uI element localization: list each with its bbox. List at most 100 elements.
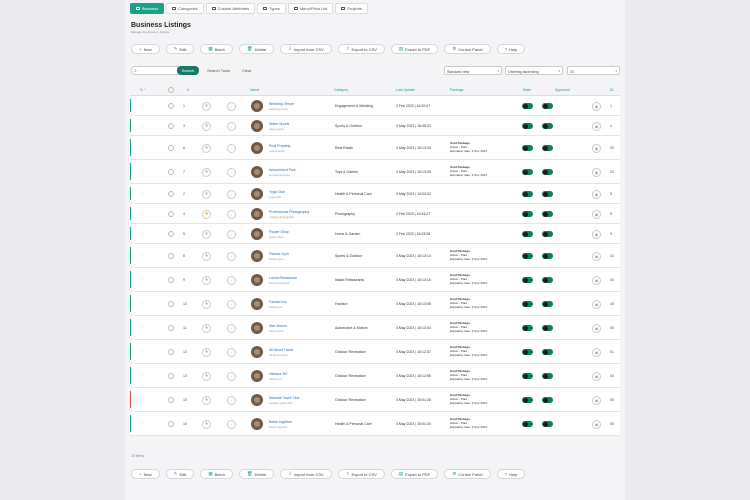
preview-eye-icon[interactable]: ◉ [592,419,601,429]
approved-header[interactable]: Approved [555,88,570,92]
approved-toggle[interactable] [542,191,553,197]
category-header[interactable]: Category [334,88,349,92]
drag-handle-icon[interactable]: ⋮ [140,145,144,150]
preview-eye-icon[interactable]: ◉ [592,209,601,219]
state-header[interactable]: State [523,88,532,92]
approve-check-icon[interactable]: ✓ [227,143,236,153]
approved-toggle[interactable] [542,277,553,283]
listing-name[interactable]: Real Property [269,144,291,148]
state-toggle[interactable] [522,301,533,307]
favorite-star-icon[interactable]: ★ [202,101,211,111]
favorite-star-icon[interactable]: ★ [202,251,211,261]
listing-name[interactable]: Wedding Venue [269,102,294,106]
table-row[interactable]: ⋮ 6 ★ ✓ Real Property real-property Real Estat… [130,136,620,160]
approve-check-icon[interactable]: ✓ [227,275,236,285]
state-toggle[interactable] [522,397,533,403]
export-to-csv-button[interactable]: ⇧ Export to CSV [337,469,385,479]
table-row[interactable]: ⋮ 12 ★ ✓ All About Travel all-about-travel Out… [130,340,620,364]
table-row[interactable]: ⋮ 2 ★ ✓ Yoga Club yoga-club Health & Personal … [130,184,620,204]
sort-icon[interactable]: ⇅ ^ [140,88,146,92]
favorite-star-icon[interactable]: ★ [202,121,211,131]
drag-handle-icon[interactable]: ⋮ [140,301,144,306]
favorite-star-icon[interactable]: ★ [202,371,211,381]
favorite-star-icon[interactable]: ★ [202,347,211,357]
table-row[interactable]: ⋮ 8 ★ ✓ Fitness Gym fitness-gym Sports & Outdo… [130,244,620,268]
limit-select[interactable]: 20 ▾ [567,66,620,75]
approve-check-icon[interactable]: ✓ [227,121,236,131]
state-toggle[interactable] [522,145,533,151]
edit-button[interactable]: ✎ Edit [165,469,195,479]
tab-business[interactable]: Business [130,3,165,14]
row-checkbox[interactable] [168,191,174,197]
view-select[interactable]: Standard view ▾ [444,66,502,75]
drag-handle-icon[interactable]: ⋮ [140,103,144,108]
ordering-select[interactable]: Ordering ascending ▾ [505,66,563,75]
drag-handle-icon[interactable]: ⋮ [140,231,144,236]
favorite-star-icon[interactable]: ★ [202,189,211,199]
approve-check-icon[interactable]: ✓ [227,419,236,429]
import-from-csv-button[interactable]: ⇩ Import from CSV [280,469,332,479]
favorite-star-icon[interactable]: ★ [202,395,211,405]
preview-eye-icon[interactable]: ◉ [592,299,601,309]
listing-name[interactable]: Harbour RV [269,372,288,376]
approve-check-icon[interactable]: ✓ [227,189,236,199]
row-checkbox[interactable] [168,123,174,129]
preview-eye-icon[interactable]: ◉ [592,121,601,131]
preview-eye-icon[interactable]: ◉ [592,275,601,285]
tab-types[interactable]: Types [257,3,286,14]
approved-toggle[interactable] [542,301,553,307]
new-button[interactable]: + New [131,469,160,479]
drag-handle-icon[interactable]: ⋮ [140,325,144,330]
table-row[interactable]: ⋮ 5 ★ ✓ Flower Shop flower-shop Home & Garden 2… [130,224,620,244]
state-toggle[interactable] [522,123,533,129]
control-panel-button[interactable]: ⚙ Control Panel [444,469,491,479]
state-toggle[interactable] [522,421,533,427]
approved-toggle[interactable] [542,253,553,259]
clear-link[interactable]: Clear [242,68,252,73]
preview-eye-icon[interactable]: ◉ [592,167,601,177]
approve-check-icon[interactable]: ✓ [227,323,236,333]
state-toggle[interactable] [522,169,533,175]
help-button[interactable]: ? Help [496,469,526,479]
approve-check-icon[interactable]: ✓ [227,347,236,357]
tab-custom-attributes[interactable]: Custom Attributes [205,3,256,14]
drag-handle-icon[interactable]: ⋮ [140,349,144,354]
table-row[interactable]: ⋮ 16 ★ ✓ Better together better-together Healt… [130,412,620,436]
drag-handle-icon[interactable]: ⋮ [140,421,144,426]
listing-name[interactable]: Better together [269,420,293,424]
drag-handle-icon[interactable]: ⋮ [140,191,144,196]
state-toggle[interactable] [522,349,533,355]
approved-toggle[interactable] [542,145,553,151]
favorite-star-icon[interactable]: ★ [202,299,211,309]
row-checkbox[interactable] [168,421,174,427]
export-to-pdf-button[interactable]: ▤ Export to PDF [390,469,439,479]
approved-toggle[interactable] [542,103,553,109]
drag-handle-icon[interactable]: ⋮ [140,397,144,402]
drag-handle-icon[interactable]: ⋮ [140,373,144,378]
delete-button[interactable]: 🗑 Delete [238,44,275,54]
search-tools-link[interactable]: Search Tools [207,68,231,73]
listing-name[interactable]: All About Travel [269,348,294,352]
state-toggle[interactable] [522,231,533,237]
tab-menu-price-list[interactable]: Menu/Price List [287,3,334,14]
select-all-checkbox[interactable] [168,87,174,93]
favorite-star-icon[interactable]: ★ [202,229,211,239]
state-toggle[interactable] [522,191,533,197]
approved-toggle[interactable] [542,211,553,217]
favorite-star-icon[interactable]: ★ [202,275,211,285]
approve-check-icon[interactable]: ✓ [227,209,236,219]
listing-name[interactable]: Yoga Club [269,190,286,194]
listing-name[interactable]: Lucha Restaurant [269,276,297,280]
search-button[interactable]: Search [177,66,199,75]
package-header[interactable]: Package [450,88,464,92]
approved-toggle[interactable] [542,421,553,427]
drag-handle-icon[interactable]: ⋮ [140,169,144,174]
approved-toggle[interactable] [542,373,553,379]
new-button[interactable]: + New [131,44,160,54]
drag-handle-icon[interactable]: ⋮ [140,253,144,258]
row-checkbox[interactable] [168,325,174,331]
table-row[interactable]: ⋮ 10 ★ ✓ Fashion Inc fashion-inc Fashion 3 May … [130,292,620,316]
approve-check-icon[interactable]: ✓ [227,395,236,405]
tab-projects[interactable]: Projects [335,3,368,14]
approved-toggle[interactable] [542,123,553,129]
